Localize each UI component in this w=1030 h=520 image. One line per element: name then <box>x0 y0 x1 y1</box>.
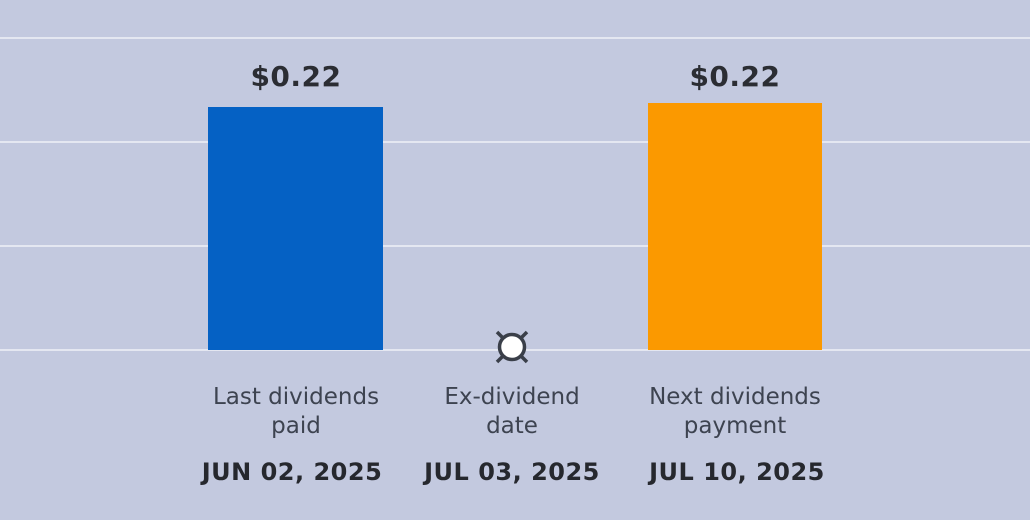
ex-dividend-date-label: Ex-dividend date <box>362 383 662 441</box>
label-line: Next dividends <box>649 384 821 410</box>
last-dividend-date: JUN 02, 2025 <box>201 458 383 486</box>
ex-dividend-crossed-circle-icon <box>495 330 529 364</box>
gridline <box>0 245 1030 247</box>
label-line: payment <box>683 413 787 439</box>
next-dividend-value: $0.22 <box>689 60 781 93</box>
last-dividend-bar <box>208 107 383 350</box>
gridline <box>0 37 1030 39</box>
label-line: Last dividends <box>212 384 380 410</box>
gridline <box>0 141 1030 143</box>
last-dividends-paid-label: Last dividends paid <box>146 383 446 441</box>
next-dividends-payment-label: Next dividends payment <box>585 383 885 441</box>
next-dividend-date: JUL 10, 2025 <box>649 458 825 486</box>
last-dividend-value: $0.22 <box>250 60 342 93</box>
label-line: Ex-dividend <box>444 384 580 410</box>
label-line: date <box>486 413 538 439</box>
label-line: paid <box>271 413 321 439</box>
next-dividend-bar <box>648 103 822 350</box>
ex-dividend-date: JUL 03, 2025 <box>424 458 600 486</box>
